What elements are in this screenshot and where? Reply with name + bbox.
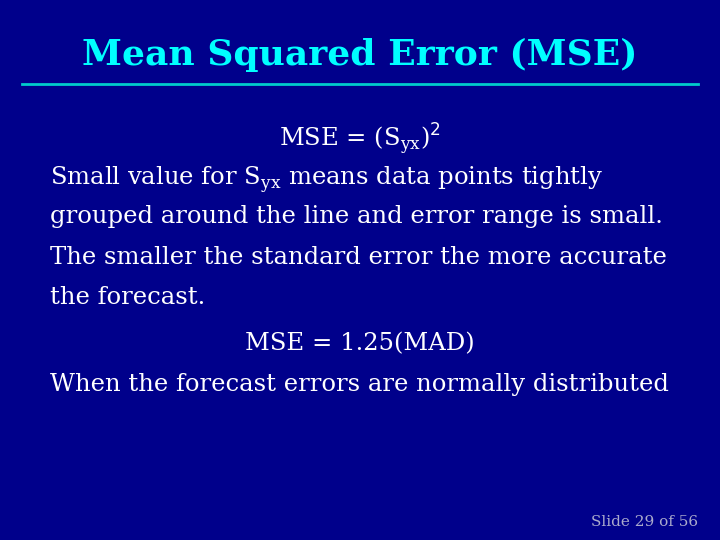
Text: MSE = 1.25(MAD): MSE = 1.25(MAD) — [246, 332, 474, 355]
Text: The smaller the standard error the more accurate: The smaller the standard error the more … — [50, 246, 667, 269]
Text: the forecast.: the forecast. — [50, 286, 206, 309]
Text: grouped around the line and error range is small.: grouped around the line and error range … — [50, 205, 663, 228]
Text: When the forecast errors are normally distributed: When the forecast errors are normally di… — [50, 373, 670, 396]
Text: Mean Squared Error (MSE): Mean Squared Error (MSE) — [82, 38, 638, 72]
Text: Small value for S$_\mathregular{yx}$ means data points tightly: Small value for S$_\mathregular{yx}$ mea… — [50, 165, 603, 195]
Text: Slide 29 of 56: Slide 29 of 56 — [591, 515, 698, 529]
Text: MSE = (S$_\mathregular{yx}$)$^2$: MSE = (S$_\mathregular{yx}$)$^2$ — [279, 122, 441, 157]
